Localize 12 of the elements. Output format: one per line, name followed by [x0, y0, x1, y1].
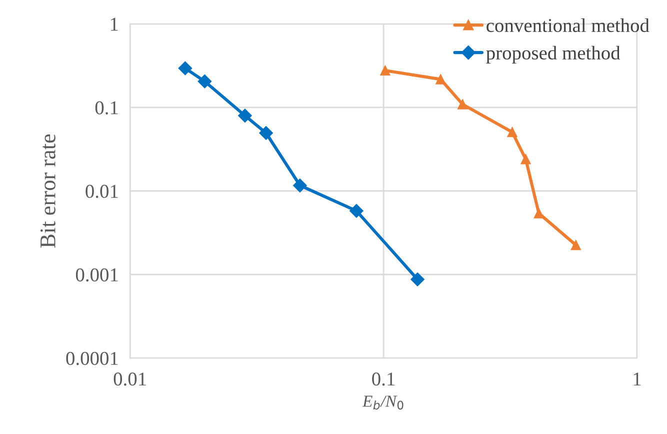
x-tick-label: 1: [634, 372, 641, 386]
y-tick-label: 0.001: [76, 268, 118, 282]
x-tick-label: 0.1: [372, 372, 395, 386]
y-axis-title: Bit error rate: [40, 134, 56, 248]
legend-label: conventional method: [486, 18, 650, 32]
y-tick-label: 0.01: [86, 184, 118, 198]
legend-label: proposed method: [486, 46, 620, 64]
x-tick-label: 0.01: [114, 372, 146, 386]
y-tick-label: 0.0001: [66, 352, 118, 366]
y-tick-label: 1: [110, 18, 118, 31]
y-tick-label: 0.1: [95, 101, 118, 114]
x-axis-title: E$_{b}$/N$_{0}$: [362, 396, 404, 410]
